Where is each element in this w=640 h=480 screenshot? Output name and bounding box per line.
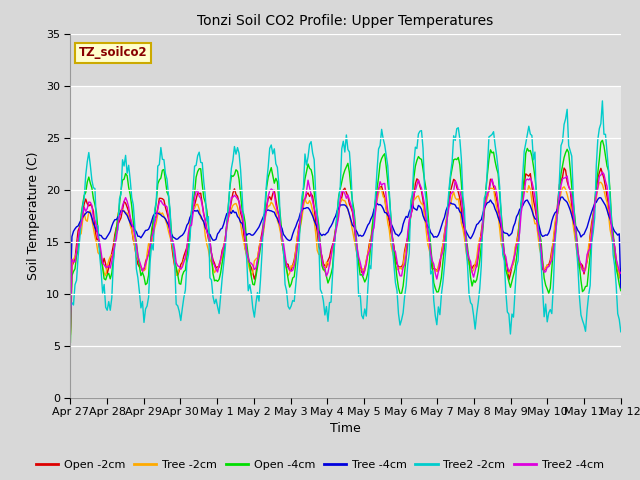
Tree -2cm: [249, 269, 257, 275]
Tree2 -4cm: [134, 253, 141, 259]
Tree2 -2cm: [249, 306, 257, 312]
Open -4cm: [134, 252, 141, 258]
Tree -2cm: [258, 235, 266, 241]
Tree2 -4cm: [598, 169, 606, 175]
Tree2 -2cm: [258, 249, 266, 255]
Open -4cm: [230, 172, 238, 178]
Tree2 -2cm: [307, 139, 315, 144]
Open -2cm: [134, 261, 141, 267]
Tree2 -4cm: [230, 192, 238, 198]
Open -2cm: [230, 186, 238, 192]
Tree2 -4cm: [249, 263, 257, 268]
Tree2 -4cm: [586, 246, 594, 252]
Tree -2cm: [134, 256, 141, 262]
Tree2 -2cm: [617, 329, 625, 335]
Open -4cm: [617, 288, 625, 293]
Open -2cm: [588, 220, 595, 226]
Legend: Open -2cm, Tree -2cm, Open -4cm, Tree -4cm, Tree2 -2cm, Tree2 -4cm: Open -2cm, Tree -2cm, Open -4cm, Tree -4…: [32, 456, 608, 474]
Tree2 -2cm: [588, 240, 595, 245]
Tree -4cm: [230, 210, 238, 216]
Open -2cm: [67, 331, 74, 337]
Tree -4cm: [588, 209, 595, 215]
Open -4cm: [307, 167, 315, 173]
Tree -4cm: [258, 216, 266, 222]
Line: Tree2 -2cm: Tree2 -2cm: [70, 101, 621, 334]
Title: Tonzi Soil CO2 Profile: Upper Temperatures: Tonzi Soil CO2 Profile: Upper Temperatur…: [198, 14, 493, 28]
Open -2cm: [249, 270, 257, 276]
X-axis label: Time: Time: [330, 422, 361, 435]
Open -2cm: [258, 230, 266, 236]
Line: Tree -2cm: Tree -2cm: [70, 182, 621, 333]
Tree -4cm: [617, 285, 625, 291]
Text: TZ_soilco2: TZ_soilco2: [79, 47, 147, 60]
Tree2 -2cm: [67, 305, 74, 311]
Tree2 -2cm: [134, 275, 141, 280]
Open -4cm: [598, 137, 606, 143]
Bar: [70, 86, 621, 294]
Tree2 -4cm: [307, 192, 315, 197]
Y-axis label: Soil Temperature (C): Soil Temperature (C): [28, 152, 40, 280]
Tree -2cm: [230, 201, 238, 207]
Tree -4cm: [67, 288, 74, 294]
Open -4cm: [586, 253, 594, 259]
Tree -2cm: [307, 201, 315, 207]
Line: Open -4cm: Open -4cm: [70, 140, 621, 342]
Tree -4cm: [307, 210, 315, 216]
Tree -2cm: [617, 267, 625, 273]
Tree -4cm: [134, 233, 141, 239]
Open -4cm: [258, 236, 266, 242]
Line: Tree2 -4cm: Tree2 -4cm: [70, 172, 621, 330]
Line: Tree -4cm: Tree -4cm: [70, 197, 621, 291]
Tree2 -4cm: [617, 270, 625, 276]
Open -2cm: [560, 165, 568, 171]
Tree -4cm: [559, 194, 566, 200]
Tree -4cm: [249, 232, 257, 238]
Open -2cm: [307, 191, 315, 197]
Line: Open -2cm: Open -2cm: [70, 168, 621, 334]
Tree2 -2cm: [507, 331, 515, 337]
Tree -2cm: [67, 330, 74, 336]
Tree2 -4cm: [258, 233, 266, 239]
Open -4cm: [67, 339, 74, 345]
Tree2 -4cm: [67, 327, 74, 333]
Tree2 -2cm: [598, 98, 606, 104]
Open -4cm: [249, 281, 257, 287]
Tree -2cm: [597, 180, 605, 185]
Tree -2cm: [586, 235, 594, 241]
Open -2cm: [617, 266, 625, 272]
Tree2 -2cm: [230, 144, 238, 149]
